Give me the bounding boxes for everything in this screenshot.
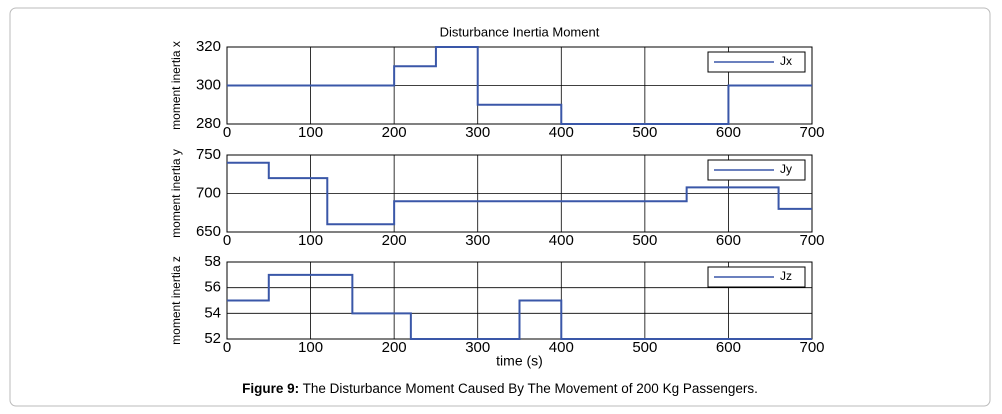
- y-axis-label: moment inertia x: [169, 41, 183, 130]
- y-axis-label: moment inertia z: [169, 256, 183, 345]
- y-axis-label: moment inertia y: [169, 149, 183, 238]
- x-tick-label: 400: [549, 232, 574, 249]
- y-tick-label: 56: [204, 279, 221, 296]
- y-tick-label: 320: [196, 38, 221, 55]
- x-tick-label: 0: [223, 339, 231, 356]
- x-tick-label: 500: [632, 232, 657, 249]
- caption: Figure 9: The Disturbance Moment Caused …: [242, 381, 758, 396]
- x-tick-label: 400: [549, 124, 574, 141]
- x-tick-label: 300: [465, 232, 490, 249]
- x-tick-label: 500: [632, 124, 657, 141]
- x-tick-label: 300: [465, 124, 490, 141]
- x-tick-label: 600: [716, 339, 741, 356]
- legend-label: Jx: [780, 54, 792, 68]
- x-tick-label: 200: [382, 232, 407, 249]
- y-tick-label: 280: [196, 115, 221, 132]
- y-tick-label: 750: [196, 146, 221, 163]
- caption-label: Figure 9:: [242, 381, 299, 396]
- y-tick-label: 700: [196, 184, 221, 201]
- series-line: [227, 161, 812, 226]
- y-tick-label: 650: [196, 223, 221, 240]
- y-tick-label: 52: [204, 330, 221, 347]
- x-tick-label: 500: [632, 339, 657, 356]
- x-tick-label: 300: [465, 339, 490, 356]
- x-tick-label: 0: [223, 232, 231, 249]
- y-tick-label: 300: [196, 76, 221, 93]
- y-tick-label: 58: [204, 253, 221, 270]
- x-tick-label: 700: [799, 339, 824, 356]
- x-tick-label: 600: [716, 232, 741, 249]
- caption-text: The Disturbance Moment Caused By The Mov…: [299, 381, 758, 396]
- x-tick-label: 700: [799, 124, 824, 141]
- x-tick-label: 400: [549, 339, 574, 356]
- x-tick-label: 0: [223, 124, 231, 141]
- x-tick-label: 100: [298, 232, 323, 249]
- legend-label: Jy: [780, 162, 792, 176]
- chart-title: Disturbance Inertia Moment: [440, 24, 600, 39]
- x-tick-label: 200: [382, 124, 407, 141]
- x-tick-label: 700: [799, 232, 824, 249]
- x-axis-label: time (s): [496, 353, 543, 369]
- x-tick-label: 100: [298, 339, 323, 356]
- x-tick-label: 600: [716, 124, 741, 141]
- series-line: [227, 273, 812, 340]
- y-tick-label: 54: [204, 304, 221, 321]
- x-tick-label: 100: [298, 124, 323, 141]
- legend-label: Jz: [780, 269, 792, 283]
- x-tick-label: 200: [382, 339, 407, 356]
- series-line: [227, 46, 812, 125]
